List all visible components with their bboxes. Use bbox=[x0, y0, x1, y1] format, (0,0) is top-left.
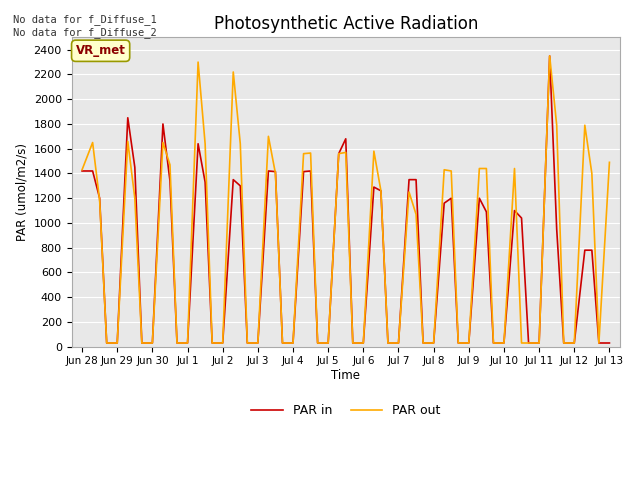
PAR out bbox=[78, 167, 86, 173]
Y-axis label: PAR (umol/m2/s): PAR (umol/m2/s) bbox=[15, 143, 28, 241]
PAR in bbox=[195, 141, 202, 146]
Line: PAR in: PAR in bbox=[82, 56, 609, 343]
Title: Photosynthetic Active Radiation: Photosynthetic Active Radiation bbox=[214, 15, 478, 33]
Line: PAR out: PAR out bbox=[82, 56, 609, 343]
PAR in bbox=[553, 226, 561, 232]
PAR in bbox=[78, 168, 86, 174]
Legend: PAR in, PAR out: PAR in, PAR out bbox=[246, 399, 445, 422]
PAR in bbox=[271, 169, 279, 175]
PAR in bbox=[103, 340, 111, 346]
PAR out bbox=[208, 340, 216, 346]
PAR out bbox=[195, 59, 202, 65]
PAR out bbox=[546, 53, 554, 59]
PAR out bbox=[103, 340, 111, 346]
Text: No data for f_Diffuse_1
No data for f_Diffuse_2: No data for f_Diffuse_1 No data for f_Di… bbox=[13, 14, 157, 38]
PAR out bbox=[370, 148, 378, 154]
PAR in bbox=[546, 53, 554, 59]
PAR out bbox=[553, 122, 561, 128]
PAR in bbox=[370, 184, 378, 190]
PAR in bbox=[208, 340, 216, 346]
PAR out bbox=[405, 189, 413, 195]
PAR in bbox=[405, 177, 413, 182]
PAR out bbox=[271, 170, 279, 176]
PAR in bbox=[605, 340, 613, 346]
Text: VR_met: VR_met bbox=[76, 44, 125, 57]
X-axis label: Time: Time bbox=[332, 369, 360, 382]
PAR out bbox=[605, 159, 613, 165]
